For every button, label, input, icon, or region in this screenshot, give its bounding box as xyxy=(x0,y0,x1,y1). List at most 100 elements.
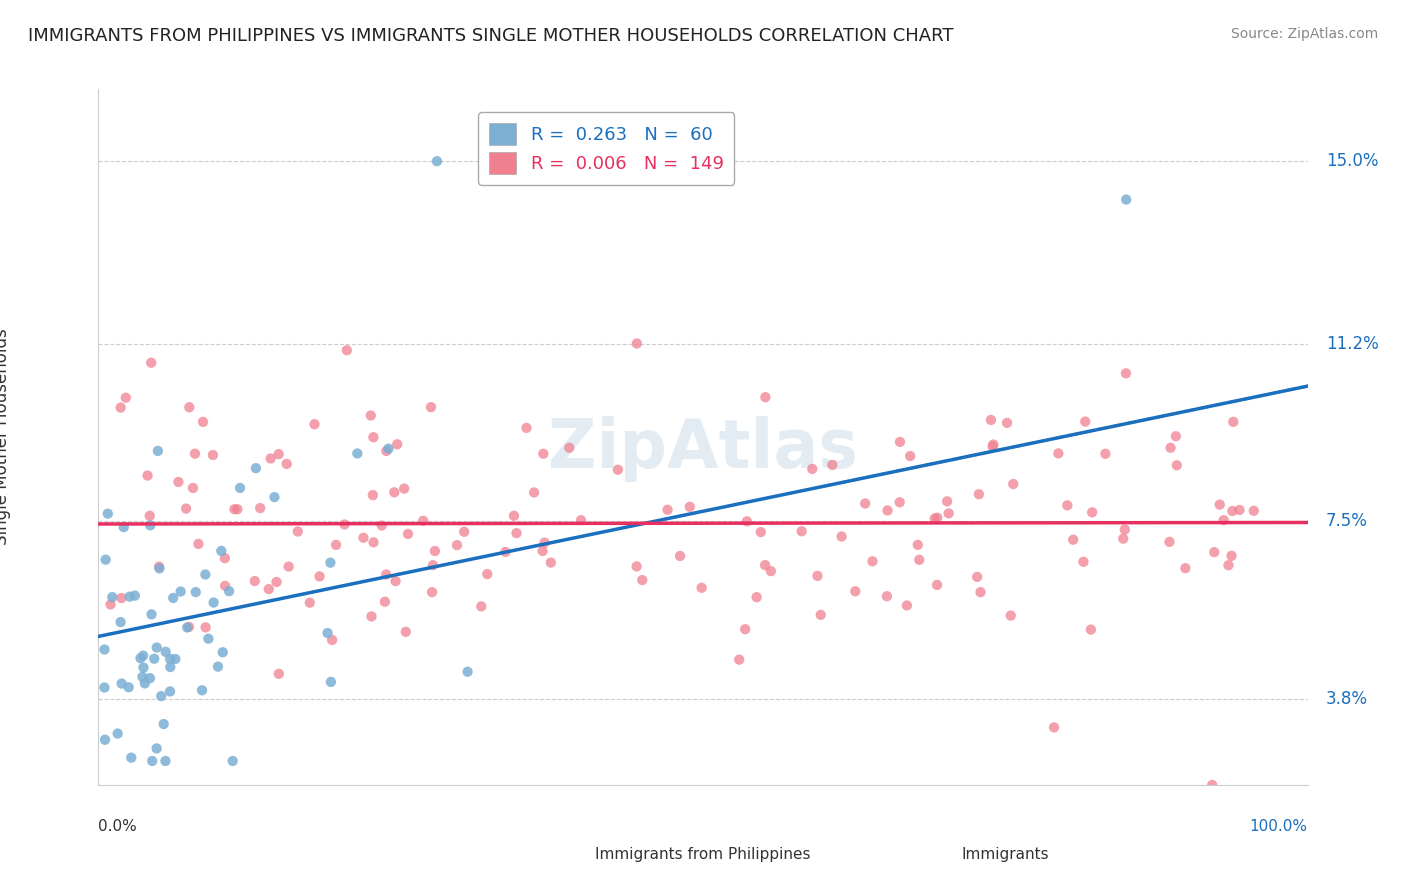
Point xyxy=(110,591,132,606)
Point xyxy=(363,535,385,549)
Point xyxy=(967,487,990,501)
Point xyxy=(229,481,252,495)
Point xyxy=(876,589,898,603)
Point xyxy=(224,502,246,516)
Point xyxy=(531,447,554,461)
Point xyxy=(167,475,190,489)
Point xyxy=(298,596,321,610)
Point xyxy=(925,578,948,592)
Point xyxy=(107,726,129,740)
Point xyxy=(533,535,555,549)
Point xyxy=(155,754,177,768)
Point xyxy=(162,591,184,605)
Point xyxy=(889,434,911,449)
Point xyxy=(422,558,444,573)
Point xyxy=(131,670,153,684)
Point xyxy=(1160,441,1182,455)
Point xyxy=(93,681,115,695)
Point xyxy=(93,642,115,657)
Point xyxy=(111,676,134,690)
Point xyxy=(749,525,772,540)
Point xyxy=(1043,720,1066,734)
Point xyxy=(907,538,929,552)
Point xyxy=(243,574,266,588)
Point xyxy=(1201,778,1223,792)
Point xyxy=(735,514,758,528)
Point xyxy=(801,462,824,476)
Point xyxy=(515,421,537,435)
Point xyxy=(214,551,236,566)
Point xyxy=(352,531,374,545)
Point xyxy=(938,507,960,521)
Point xyxy=(214,579,236,593)
Point xyxy=(382,485,405,500)
Point xyxy=(360,409,382,423)
Point xyxy=(129,651,152,665)
Point xyxy=(995,416,1018,430)
Point xyxy=(384,574,406,588)
Point xyxy=(377,442,399,456)
Point xyxy=(1112,532,1135,546)
Point xyxy=(1094,447,1116,461)
Point xyxy=(1209,498,1232,512)
Point xyxy=(1164,429,1187,443)
Text: IMMIGRANTS FROM PHILIPPINES VS IMMIGRANTS SINGLE MOTHER HOUSEHOLDS CORRELATION C: IMMIGRANTS FROM PHILIPPINES VS IMMIGRANT… xyxy=(28,27,953,45)
Point xyxy=(308,569,330,583)
Point xyxy=(426,154,449,169)
Point xyxy=(141,607,163,622)
Point xyxy=(245,461,267,475)
Point xyxy=(375,444,398,458)
Point xyxy=(226,502,249,516)
Text: 3.8%: 3.8% xyxy=(1326,690,1368,707)
Point xyxy=(1047,446,1070,460)
Point xyxy=(179,401,201,415)
Point xyxy=(969,585,991,599)
Point xyxy=(191,683,214,698)
Point xyxy=(177,620,200,634)
Point xyxy=(844,584,866,599)
Point xyxy=(132,660,155,674)
Point xyxy=(181,481,204,495)
Point xyxy=(221,754,243,768)
Point xyxy=(446,538,468,552)
Point xyxy=(194,620,217,634)
Text: 11.2%: 11.2% xyxy=(1326,334,1378,352)
Point xyxy=(1002,477,1025,491)
Point xyxy=(457,665,479,679)
Point xyxy=(184,585,207,599)
Point xyxy=(118,590,141,604)
Point xyxy=(889,495,911,509)
Point xyxy=(1062,533,1084,547)
Point xyxy=(423,544,446,558)
Point xyxy=(420,585,443,599)
Point xyxy=(1220,549,1243,563)
Point xyxy=(165,652,187,666)
Point xyxy=(679,500,702,514)
Legend: R =  0.263   N =  60, R =  0.006   N =  149: R = 0.263 N = 60, R = 0.006 N = 149 xyxy=(478,112,734,185)
Point xyxy=(1218,558,1240,573)
Point xyxy=(139,518,162,533)
Point xyxy=(148,561,170,575)
Point xyxy=(155,645,177,659)
Point xyxy=(333,517,356,532)
Point xyxy=(853,496,876,510)
Point xyxy=(141,754,163,768)
Point xyxy=(209,544,232,558)
Point xyxy=(145,741,167,756)
Point xyxy=(325,538,347,552)
Point xyxy=(191,415,214,429)
Point xyxy=(110,615,132,629)
Point xyxy=(477,567,499,582)
Point xyxy=(1115,367,1137,381)
Point xyxy=(1114,523,1136,537)
Point xyxy=(136,468,159,483)
Point xyxy=(966,570,988,584)
Point xyxy=(1204,545,1226,559)
Point xyxy=(374,595,396,609)
Point xyxy=(197,632,219,646)
Point xyxy=(336,343,359,358)
Point xyxy=(734,622,756,636)
Point xyxy=(201,448,224,462)
Point xyxy=(690,581,713,595)
Point xyxy=(267,666,290,681)
